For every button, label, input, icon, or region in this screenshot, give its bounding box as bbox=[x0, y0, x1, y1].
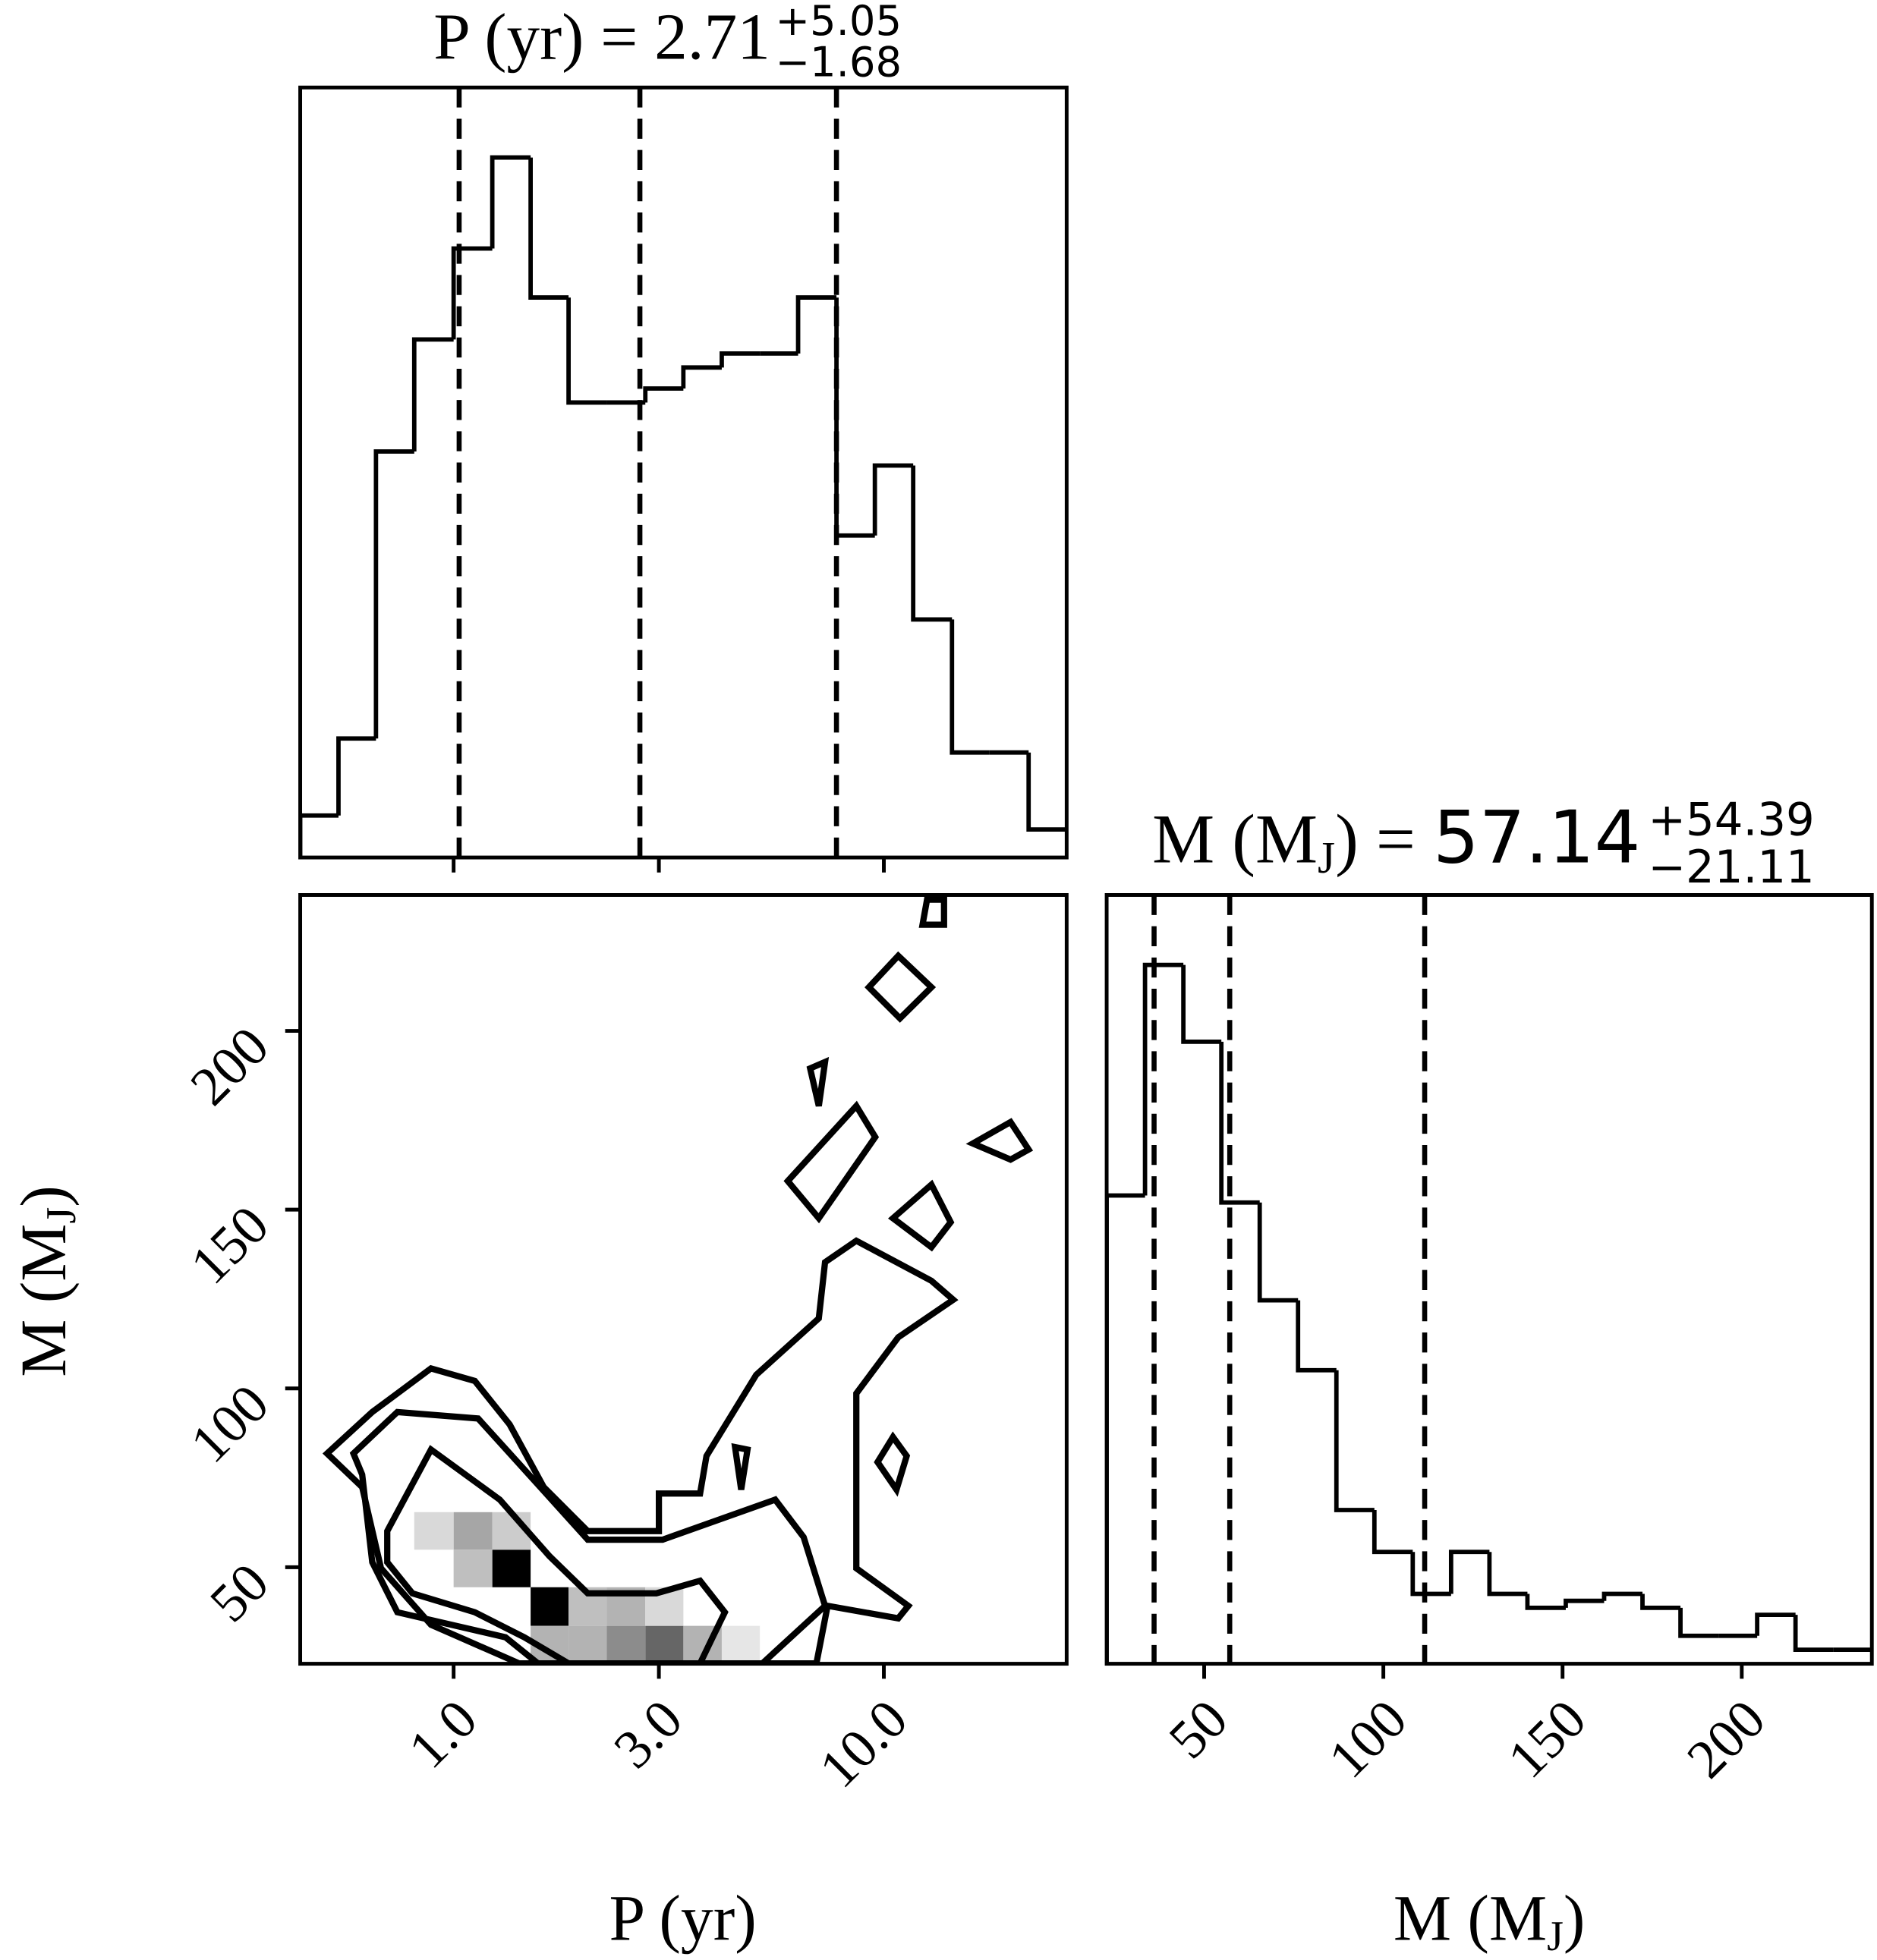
title-end: ) = bbox=[1335, 801, 1433, 878]
histogram-bin bbox=[834, 297, 875, 538]
histogram-bin bbox=[300, 813, 339, 858]
histogram-bin bbox=[528, 157, 569, 300]
density-cell bbox=[453, 1512, 493, 1550]
histogram-bin bbox=[1640, 1593, 1681, 1610]
contour bbox=[965, 1118, 1034, 1163]
y-tick-label: 200 bbox=[178, 1015, 280, 1117]
panel-frame bbox=[298, 893, 1069, 1666]
histogram-bin bbox=[1334, 1370, 1375, 1512]
histogram-bin bbox=[1678, 1607, 1719, 1638]
histogram-bin bbox=[1257, 1202, 1299, 1303]
x-tick-label: 200 bbox=[1675, 1688, 1777, 1789]
histogram-bin bbox=[643, 386, 684, 403]
histogram-bin bbox=[490, 155, 531, 249]
histogram-bin bbox=[1755, 1612, 1796, 1636]
label-sub: J bbox=[1547, 1913, 1564, 1960]
x-axis-label: P (yr) bbox=[609, 1883, 756, 1955]
title-minus: −21.11 bbox=[1648, 841, 1814, 893]
histogram-bin bbox=[1372, 1509, 1413, 1555]
title-label: P (yr) = bbox=[433, 0, 654, 73]
title-label: M (M bbox=[1152, 801, 1318, 878]
histogram-bin bbox=[1181, 964, 1222, 1044]
histogram-bin bbox=[872, 463, 914, 536]
x-tick-label: 50 bbox=[1157, 1688, 1239, 1770]
y-axis-label: M (MJ) bbox=[8, 1185, 85, 1377]
label-text: M (M bbox=[8, 1224, 80, 1377]
title-minus: −1.68 bbox=[776, 38, 902, 86]
title-plus: +54.39 bbox=[1648, 793, 1814, 845]
density-cell bbox=[414, 1512, 454, 1550]
period-title: P (yr) = 2.71 bbox=[433, 0, 770, 73]
density-cell bbox=[645, 1625, 684, 1664]
histogram-bin bbox=[1219, 1041, 1260, 1205]
histogram-bin bbox=[795, 295, 837, 354]
histogram-bin bbox=[1564, 1598, 1605, 1608]
label-end: ) bbox=[8, 1185, 80, 1207]
contour bbox=[918, 896, 947, 928]
density-cell bbox=[721, 1625, 761, 1664]
title-value: 2.71 bbox=[654, 0, 770, 73]
y-tick-label: 100 bbox=[178, 1373, 280, 1474]
label-end: ) bbox=[1564, 1883, 1586, 1955]
x-axis-label: M (MJ) bbox=[1394, 1883, 1586, 1960]
panel-frame bbox=[1104, 893, 1874, 1666]
histogram-bin bbox=[720, 351, 761, 368]
histogram-bin bbox=[373, 449, 414, 739]
density-cell bbox=[606, 1625, 646, 1664]
histogram-bin bbox=[451, 246, 493, 340]
contour bbox=[874, 1431, 911, 1497]
histogram-bin bbox=[411, 337, 454, 452]
x-tick-label: 100 bbox=[1317, 1688, 1419, 1789]
y-tick-label: 150 bbox=[178, 1194, 280, 1295]
histogram-bin bbox=[1142, 962, 1184, 1196]
histogram-bin bbox=[681, 365, 722, 389]
contour bbox=[384, 1445, 729, 1664]
histogram-bin bbox=[1410, 1552, 1451, 1597]
x-tick-label: 1.0 bbox=[396, 1688, 488, 1779]
contour bbox=[349, 1408, 829, 1664]
y-tick-label: 50 bbox=[198, 1551, 281, 1634]
histogram-bin bbox=[1296, 1300, 1337, 1373]
histogram-bin bbox=[336, 736, 376, 816]
title-sub: J bbox=[1318, 832, 1335, 882]
contour bbox=[731, 1442, 751, 1490]
title-value: 57.14 bbox=[1433, 795, 1641, 880]
mass-title: M (MJ) = 57.14 bbox=[1152, 795, 1640, 882]
contour bbox=[806, 1056, 830, 1107]
histogram-bin bbox=[950, 619, 990, 755]
label-sub: J bbox=[38, 1207, 85, 1224]
histogram-bin bbox=[1487, 1552, 1528, 1597]
contour bbox=[887, 1179, 955, 1252]
histogram-bin bbox=[1793, 1615, 1834, 1653]
panel-frame bbox=[298, 85, 1069, 860]
density-cell bbox=[492, 1549, 531, 1587]
contour bbox=[783, 1100, 880, 1224]
density-cell bbox=[531, 1587, 569, 1626]
histogram-bin bbox=[1601, 1591, 1643, 1601]
histogram-bin bbox=[1107, 1193, 1145, 1664]
histogram-bin bbox=[1525, 1593, 1566, 1610]
title-plus: +5.05 bbox=[776, 0, 902, 45]
histogram-bin bbox=[1026, 752, 1067, 832]
x-tick-label: 3.0 bbox=[602, 1688, 694, 1779]
label-text: M (M bbox=[1394, 1883, 1547, 1955]
x-tick-label: 10.0 bbox=[808, 1688, 919, 1799]
histogram-bin bbox=[566, 297, 607, 405]
density-cell bbox=[453, 1549, 493, 1587]
histogram-bin bbox=[1448, 1549, 1490, 1594]
contour bbox=[864, 951, 937, 1023]
density-cell bbox=[568, 1625, 607, 1664]
x-tick-label: 150 bbox=[1496, 1688, 1598, 1789]
histogram-bin bbox=[911, 465, 953, 622]
